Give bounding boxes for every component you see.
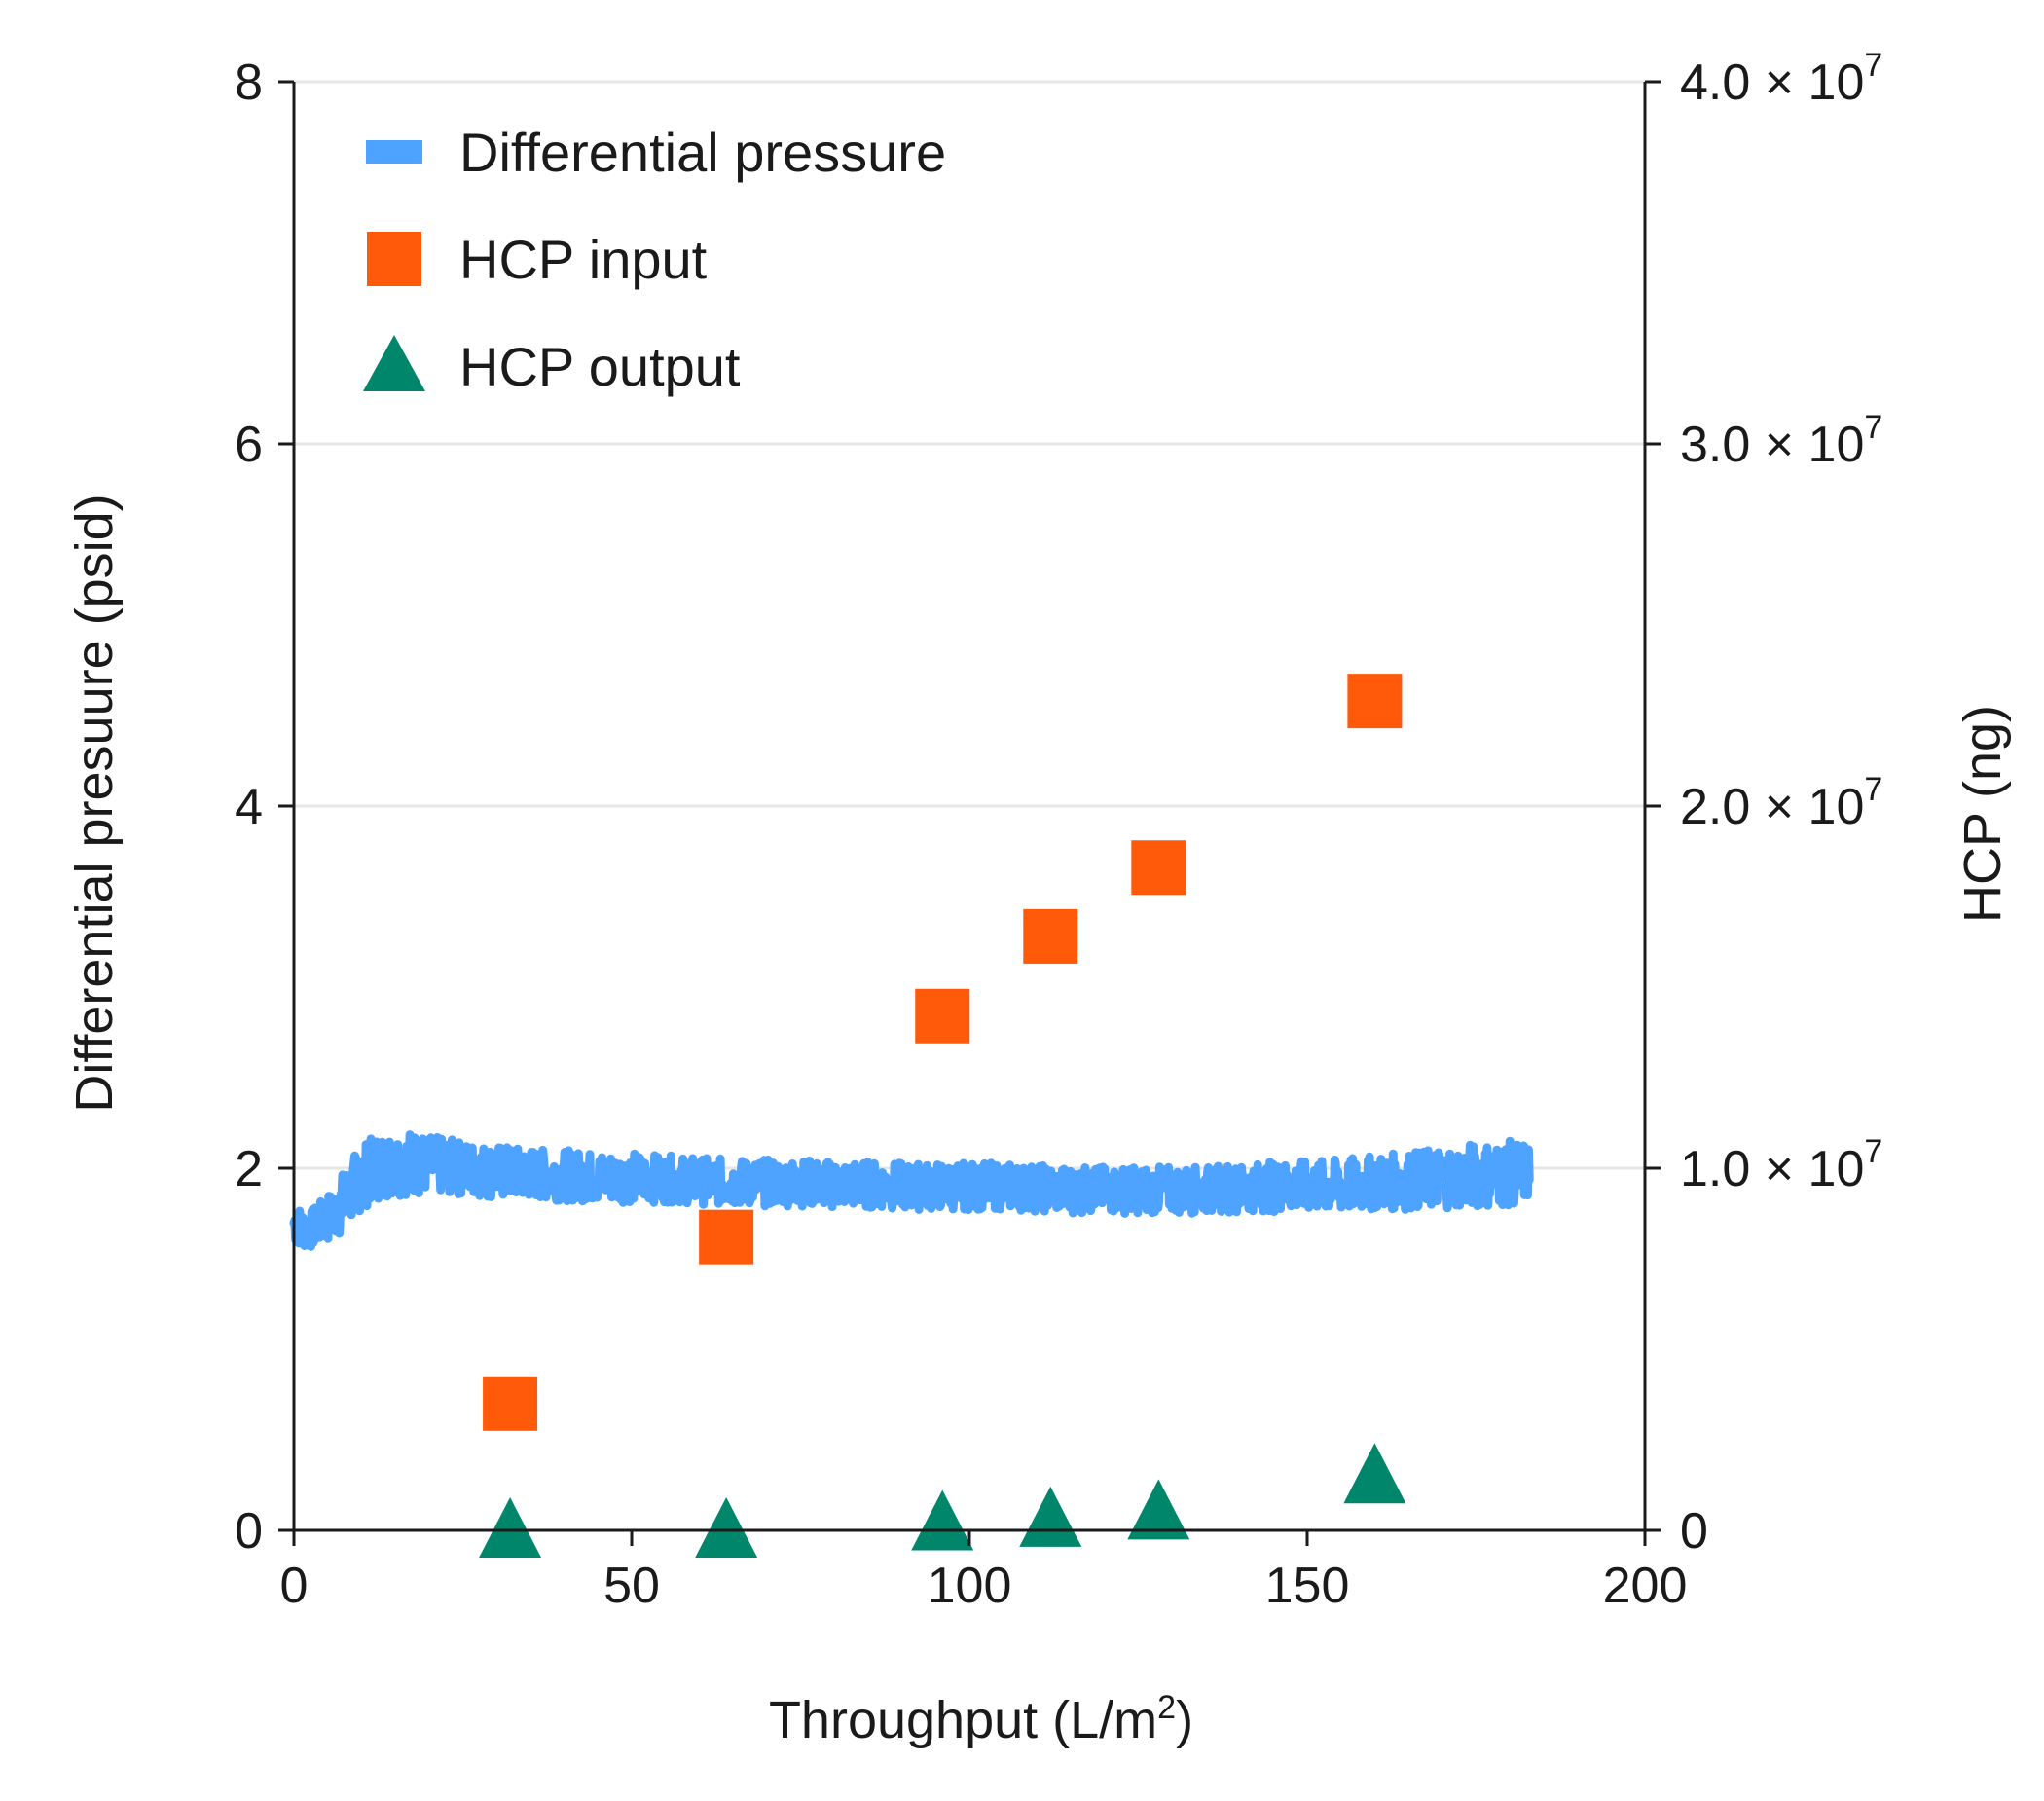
legend-swatch-line bbox=[366, 140, 422, 164]
hcp-input-point bbox=[1023, 908, 1078, 964]
legend-label: HCP input bbox=[459, 229, 708, 290]
legend-item: HCP input bbox=[367, 229, 708, 290]
y-axis-title-right: HCP (ng) bbox=[1953, 705, 2012, 923]
hcp-input-point bbox=[1131, 840, 1186, 896]
legend-label: Differential pressure bbox=[459, 122, 946, 183]
legend-label: HCP output bbox=[459, 336, 741, 397]
y-tick-label-right: 1.0 × 107 bbox=[1680, 1133, 1882, 1197]
x-axis-title: Throughput (L/m2) bbox=[769, 1689, 1193, 1749]
legend-item: Differential pressure bbox=[366, 122, 946, 183]
legend-swatch-square bbox=[367, 232, 421, 286]
hcp-output-point bbox=[695, 1497, 758, 1558]
hcp-output-point bbox=[911, 1489, 974, 1551]
differential-pressure-trace bbox=[289, 1130, 1534, 1251]
series-hcp-output bbox=[479, 1443, 1406, 1558]
hcp-input-point bbox=[483, 1376, 538, 1431]
series-differential-pressure bbox=[289, 1130, 1534, 1251]
hcp-output-point bbox=[1127, 1479, 1190, 1540]
y-tick-label-left: 2 bbox=[235, 1141, 263, 1197]
y-tick-label-right: 3.0 × 107 bbox=[1680, 409, 1882, 473]
y-axis-title-left: Differential presuure (psid) bbox=[65, 494, 124, 1112]
series-hcp-input bbox=[483, 674, 1403, 1431]
y-tick-label-left: 6 bbox=[235, 417, 263, 473]
legend: Differential pressure HCP input HCP output bbox=[363, 122, 946, 397]
x-tick-label: 50 bbox=[603, 1558, 660, 1614]
x-tick-label: 0 bbox=[280, 1558, 309, 1614]
y-tick-label-right: 2.0 × 107 bbox=[1680, 771, 1882, 835]
legend-swatch-triangle bbox=[363, 335, 425, 391]
hcp-input-point bbox=[1347, 674, 1403, 729]
y-tick-label-right: 4.0 × 107 bbox=[1680, 47, 1882, 111]
x-tick-label: 150 bbox=[1265, 1558, 1350, 1614]
hcp-input-point bbox=[699, 1209, 754, 1265]
y-tick-label-left: 0 bbox=[235, 1503, 263, 1560]
hcp-input-point bbox=[915, 988, 970, 1044]
x-tick-label: 100 bbox=[928, 1558, 1012, 1614]
x-tick-label: 200 bbox=[1603, 1558, 1688, 1614]
y-tick-label-left: 8 bbox=[235, 55, 263, 111]
hcp-output-point bbox=[1343, 1443, 1406, 1504]
y-tick-label-right: 0 bbox=[1680, 1503, 1708, 1560]
y-tick-label-left: 4 bbox=[235, 779, 263, 835]
hcp-output-point bbox=[1019, 1486, 1082, 1547]
hcp-output-point bbox=[479, 1497, 542, 1558]
plot-series bbox=[289, 674, 1534, 1558]
legend-item: HCP output bbox=[363, 335, 741, 397]
